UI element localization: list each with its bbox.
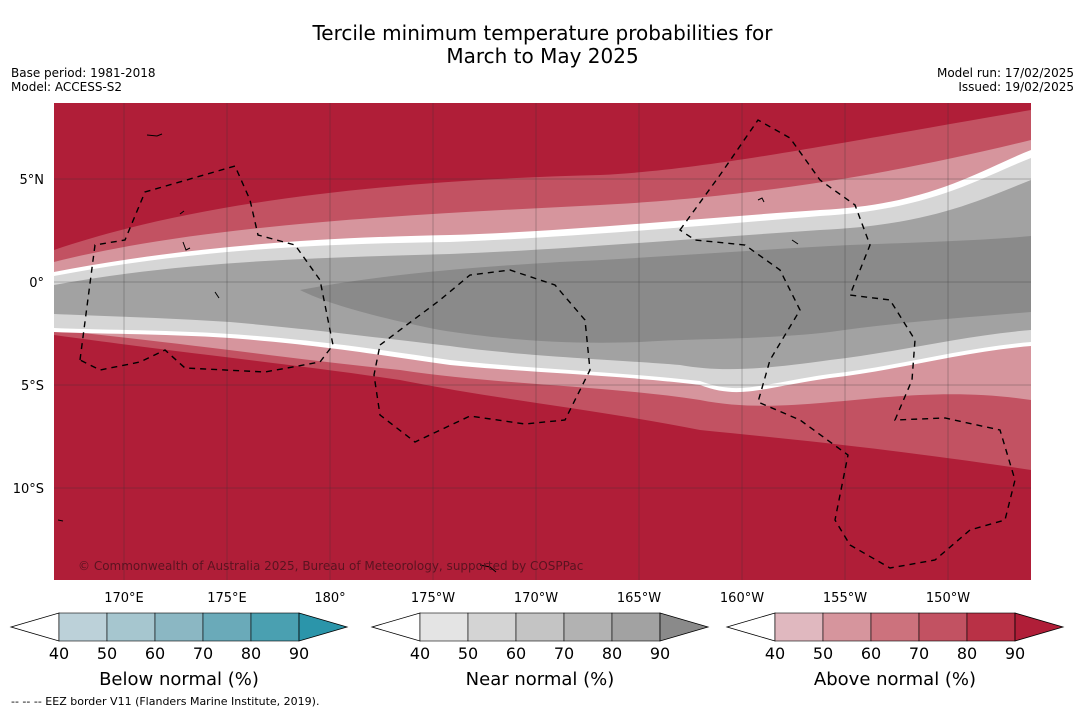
colorbar-segment [918,612,968,642]
colorbar-segment [774,612,824,642]
colorbar-label: Below normal (%) [99,669,259,690]
lat-label: 5°S [21,379,44,394]
latitude-labels: 5°N 0° 5°S 10°S [13,173,44,497]
lat-label: 0° [29,276,44,291]
colorbar-tick: 80 [241,644,261,663]
colorbar-tick: 50 [813,644,833,663]
copyright-text: © Commonwealth of Australia 2025, Bureau… [78,559,583,573]
lon-label: 150°W [926,591,970,606]
lon-label: 160°W [720,591,764,606]
island-4 [791,239,799,245]
colorbar-segment [202,612,252,642]
meta-right: Model run: 17/02/2025 Issued: 19/02/2025 [937,66,1074,94]
island-3 [146,133,163,137]
meta-left: Base period: 1981-2018 Model: ACCESS-S2 [11,66,156,94]
colorbar-segment [966,612,1016,642]
map-field: © Commonwealth of Australia 2025, Bureau… [54,103,1031,580]
colorbar-tick: 90 [650,644,670,663]
issued-date: Issued: 19/02/2025 [958,80,1074,94]
colorbars: 40 50 60 70 80 90 Below normal (%) 40 50 60 70 80 90… [9,612,1065,690]
model-run: Model run: 17/02/2025 [936,66,1074,80]
colorbar-label: Near normal (%) [466,669,615,690]
colorbar-tick: 50 [458,644,478,663]
colorbar-tick: 60 [506,644,526,663]
island-1 [182,241,191,251]
colorbar-1: 40 50 60 70 80 90 Below normal (%) [9,612,349,690]
title-line-2: March to May 2025 [446,44,639,68]
colorbar-segment [154,612,204,642]
colorbar-tick: 40 [410,644,430,663]
longitude-labels: 170°E 175°E 180° 175°W 170°W 165°W 160°W 155°W 1… [104,591,970,606]
colorbar-segment [515,612,565,642]
lat-label: 10°S [13,482,44,497]
colorbar-tick: 60 [145,644,165,663]
colorbar-segment [58,612,108,642]
colorbar-lower-extension [370,612,421,642]
colorbar-segment [467,612,517,642]
colorbar-tick: 90 [1005,644,1025,663]
colorbar-upper-extension [298,612,349,642]
colorbar-segment [611,612,661,642]
lon-label: 170°E [104,591,144,606]
lon-label: 175°E [207,591,247,606]
base-period: Base period: 1981-2018 [11,66,156,80]
colorbar-tick: 80 [957,644,977,663]
colorbar-tick: 40 [49,644,69,663]
colorbar-segment [106,612,156,642]
island-6 [479,564,497,573]
lon-label: 165°W [617,591,661,606]
eez-borders [79,119,1016,569]
colorbar-tick: 90 [289,644,309,663]
eez-border-1 [79,165,334,373]
colorbar-upper-extension [1014,612,1065,642]
colorbar-label: Above normal (%) [814,669,976,690]
colorbar-lower-extension [9,612,60,642]
lon-label: 175°W [411,591,455,606]
model-name: Model: ACCESS-S2 [11,80,123,94]
colorbar-tick: 70 [193,644,213,663]
title-line-1: Tercile minimum temperature probabilitie… [312,21,773,45]
colorbar-lower-extension [725,612,776,642]
colorbar-tick: 80 [602,644,622,663]
island-8 [57,519,64,522]
eez-footnote: -- -- -- EEZ border V11 (Flanders Marine… [11,695,320,708]
near-normal-band-80 [300,236,1031,343]
colorbar-segment [419,612,469,642]
chart-title: Tercile minimum temperature probabilitie… [0,22,1085,68]
colorbar-tick: 40 [765,644,785,663]
lat-label: 5°N [20,173,45,188]
island-2 [214,291,220,299]
lon-label: 180° [314,591,345,606]
colorbar-tick: 60 [861,644,881,663]
lon-label: 170°W [514,591,558,606]
colorbar-3: 40 50 60 70 80 90 Above normal (%) [725,612,1065,690]
colorbar-tick: 70 [909,644,929,663]
island-5 [757,197,765,203]
colorbar-upper-extension [659,612,710,642]
lon-label: 155°W [823,591,867,606]
colorbar-segment [870,612,920,642]
colorbar-segment [250,612,300,642]
island-7 [179,210,185,215]
colorbar-tick: 50 [97,644,117,663]
colorbar-segment [563,612,613,642]
colorbar-2: 40 50 60 70 80 90 Near normal (%) [370,612,710,690]
colorbar-tick: 70 [554,644,574,663]
map-gridlines [54,103,1031,580]
colorbar-segment [822,612,872,642]
coastlines [57,133,799,573]
